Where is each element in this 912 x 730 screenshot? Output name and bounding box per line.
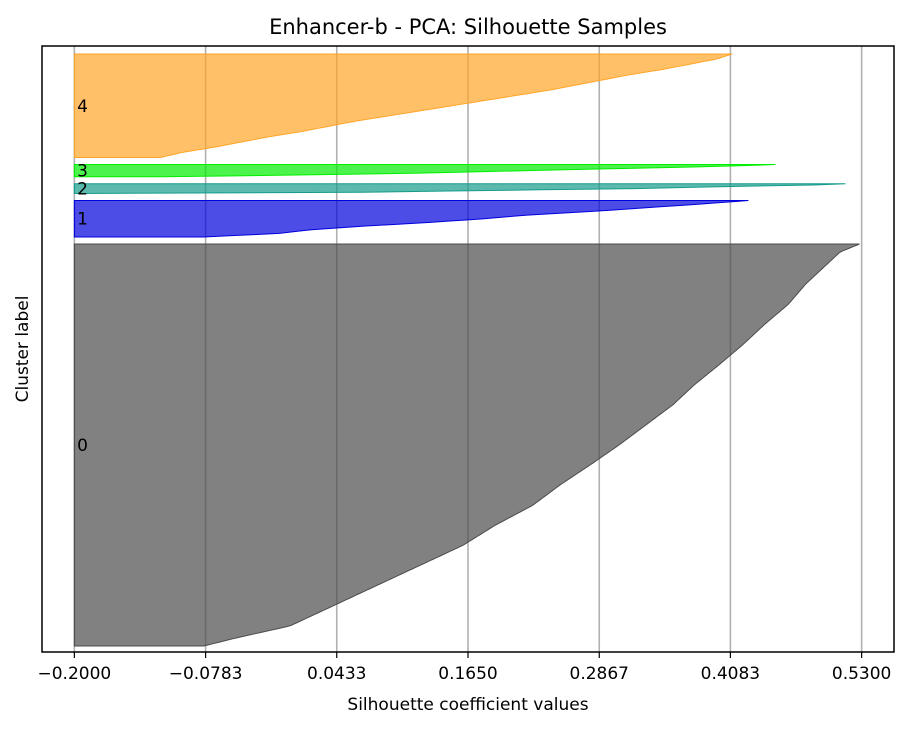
cluster-1-silhouette — [73, 199, 749, 238]
plot-frame — [41, 45, 895, 653]
cluster-2-silhouette — [73, 183, 846, 194]
cluster-labels: 0 1 23 4 — [77, 97, 88, 456]
cluster-label-2: 2 — [77, 180, 88, 200]
cluster-label-4: 4 — [77, 97, 88, 117]
cluster-areas — [73, 53, 860, 647]
x-tick-label: 0.1650 — [438, 664, 497, 684]
cluster-3-silhouette — [73, 164, 776, 178]
cluster-label-1: 1 — [77, 210, 88, 230]
chart-title: Enhancer-b - PCA: Silhouette Samples — [269, 15, 667, 39]
x-tick-label: 0.4083 — [701, 664, 760, 684]
x-tick-label: 0.5300 — [832, 664, 891, 684]
cluster-label-3: 3 — [77, 162, 88, 182]
cluster-4-silhouette — [73, 53, 733, 159]
cluster-label-0: 0 — [77, 436, 88, 456]
x-axis-label: Silhouette coefficient values — [347, 695, 588, 715]
x-tick-label: −0.0783 — [169, 664, 243, 684]
cluster-0-silhouette — [73, 243, 860, 647]
x-tick-label: 0.0433 — [307, 664, 366, 684]
x-tick-label: −0.2000 — [37, 664, 111, 684]
x-tick-label: 0.2867 — [570, 664, 629, 684]
y-axis-label: Cluster label — [13, 296, 33, 403]
x-ticks: −0.2000 −0.0783 0.0433 0.1650 0.2867 0.4083 0.… — [37, 652, 891, 684]
